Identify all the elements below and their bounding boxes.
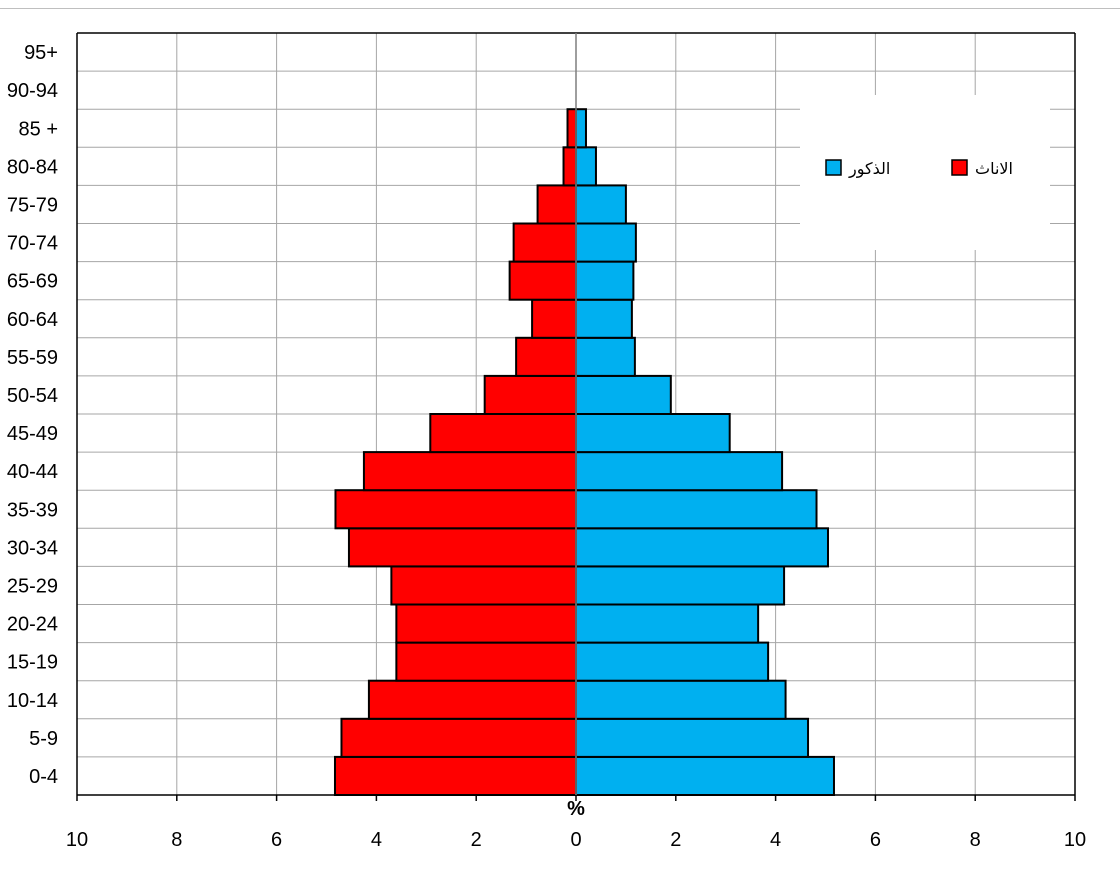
axes bbox=[76, 32, 1076, 801]
bar-female-55-59 bbox=[515, 336, 577, 377]
legend: الاناث الذكور bbox=[825, 159, 1013, 179]
x-tick-label: 2 bbox=[471, 829, 482, 851]
bar-male-0-4 bbox=[575, 755, 835, 797]
bar-male-40-44 bbox=[575, 451, 784, 492]
y-tick-label: 25-29 bbox=[7, 575, 58, 597]
bar-male-30-34 bbox=[575, 527, 829, 568]
bar-female-40-44 bbox=[362, 451, 577, 492]
bar-female-50-54 bbox=[483, 374, 578, 415]
x-tick-label: 4 bbox=[371, 829, 382, 851]
x-tick-label: 6 bbox=[870, 829, 881, 851]
bar-male-50-54 bbox=[575, 374, 672, 415]
bar-female-80-84 bbox=[562, 146, 578, 187]
bar-male-70-74 bbox=[575, 222, 637, 263]
bar-male-60-64 bbox=[575, 298, 633, 339]
x-tick-label: 0 bbox=[570, 829, 581, 851]
y-tick-label: 35-39 bbox=[7, 499, 58, 521]
bar-male-20-24 bbox=[575, 603, 760, 644]
x-tick-label: 10 bbox=[1064, 829, 1086, 851]
x-tick-label: 8 bbox=[171, 829, 182, 851]
x-axis-title: % bbox=[567, 798, 585, 820]
y-tick-label: 45-49 bbox=[7, 423, 58, 445]
bar-female-65-69 bbox=[508, 260, 577, 301]
y-tick-label: 60-64 bbox=[7, 309, 58, 331]
bar-male-35-39 bbox=[575, 489, 818, 530]
top-rule bbox=[0, 8, 1120, 9]
bar-female-60-64 bbox=[531, 298, 578, 339]
x-tick-label: 4 bbox=[770, 829, 781, 851]
bar-male-10-14 bbox=[575, 679, 787, 720]
bar-male-55-59 bbox=[575, 336, 636, 377]
y-tick-labels: 0-4 5-9 10-14 15-19 20-24 25-29 30-34 35-39 40-4… bbox=[7, 42, 58, 788]
y-tick-label: 50-54 bbox=[7, 385, 58, 407]
y-tick-label: 0-4 bbox=[29, 766, 58, 788]
y-tick-label: 55-59 bbox=[7, 347, 58, 369]
bar-female-35-39 bbox=[334, 489, 577, 530]
bar-female-70-74 bbox=[512, 222, 577, 263]
bar-female-20-24 bbox=[395, 603, 577, 644]
legend-label-female: الاناث bbox=[975, 159, 1013, 178]
y-tick-label: 15-19 bbox=[7, 652, 58, 674]
legend-swatch-female bbox=[951, 159, 968, 176]
bar-male-25-29 bbox=[575, 565, 786, 606]
y-tick-label: 10-14 bbox=[7, 690, 58, 712]
bar-male-5-9 bbox=[575, 717, 810, 758]
bar-male-15-19 bbox=[575, 641, 770, 682]
bar-female-5-9 bbox=[340, 717, 577, 758]
bar-female-85+ bbox=[566, 108, 578, 149]
y-tick-label: 65-69 bbox=[7, 271, 58, 293]
legend-label-male: الذكور bbox=[848, 159, 890, 179]
bar-female-10-14 bbox=[367, 679, 578, 720]
y-tick-label: 90-94 bbox=[7, 80, 58, 102]
y-tick-label: 75-79 bbox=[7, 194, 58, 216]
x-tick-label: 10 bbox=[66, 829, 88, 851]
y-tick-label: 40-44 bbox=[7, 461, 58, 483]
bar-female-15-19 bbox=[395, 641, 577, 682]
y-tick-label: 80-84 bbox=[7, 156, 58, 178]
y-tick-label: 20-24 bbox=[7, 614, 58, 636]
x-tick-label: 8 bbox=[970, 829, 981, 851]
bar-male-85+ bbox=[575, 108, 587, 149]
bar-female-30-34 bbox=[347, 527, 577, 568]
x-tick-labels: 10 8 6 4 2 0 2 4 6 8 10 bbox=[66, 829, 1086, 851]
bar-female-0-4 bbox=[333, 755, 577, 797]
y-tick-label: 5-9 bbox=[29, 728, 58, 750]
bar-male-65-69 bbox=[575, 260, 635, 301]
y-tick-label: 85 + bbox=[19, 118, 58, 140]
y-tick-label: 95+ bbox=[24, 42, 58, 64]
x-tick-label: 6 bbox=[271, 829, 282, 851]
bar-female-45-49 bbox=[429, 413, 577, 454]
y-tick-label: 30-34 bbox=[7, 537, 58, 559]
bars bbox=[333, 108, 835, 797]
bar-male-75-79 bbox=[575, 184, 627, 225]
legend-swatch-male bbox=[825, 159, 842, 176]
bar-female-25-29 bbox=[390, 565, 577, 606]
y-tick-label: 70-74 bbox=[7, 233, 58, 255]
bar-male-45-49 bbox=[575, 413, 731, 454]
bar-male-80-84 bbox=[575, 146, 597, 187]
bar-female-75-79 bbox=[536, 184, 578, 225]
x-tick-label: 2 bbox=[670, 829, 681, 851]
